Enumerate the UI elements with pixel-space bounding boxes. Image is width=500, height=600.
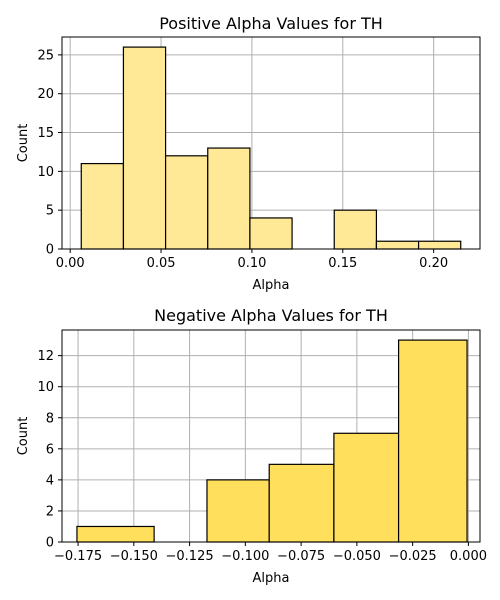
- plot-frame: [61, 329, 481, 543]
- y-tick-label: 8: [46, 411, 54, 426]
- y-tick-label: 20: [37, 87, 54, 102]
- x-tick-label: 0.20: [419, 256, 448, 271]
- y-tick-label: 0: [46, 243, 54, 258]
- histogram-bar: [76, 525, 155, 543]
- chart-title: Negative Alpha Values for TH: [154, 306, 388, 325]
- chart-title: Positive Alpha Values for TH: [159, 14, 383, 33]
- histogram-bar: [268, 463, 335, 543]
- y-tick-label: 4: [46, 473, 54, 488]
- histogram-bar: [397, 339, 468, 543]
- y-tick-label: 2: [46, 504, 54, 519]
- x-tick-label: −0.075: [277, 549, 325, 564]
- x-tick-label: 0.15: [328, 256, 357, 271]
- histogram-bar: [333, 209, 378, 250]
- y-tick-label: 0: [46, 536, 54, 551]
- x-tick-label: −0.175: [54, 549, 102, 564]
- positive-alpha-histogram: Positive Alpha Values for TH 0.00 0.05 0.1…: [16, 14, 481, 293]
- histogram-bar: [164, 155, 209, 250]
- histogram-bar: [80, 162, 125, 250]
- negative-alpha-histogram: Negative Alpha Values for TH −0.175 −0.15…: [16, 306, 487, 586]
- x-tick-label: −0.125: [166, 549, 214, 564]
- x-tick-label: 0.00: [56, 256, 85, 271]
- histogram-bar: [122, 46, 167, 250]
- x-tick-label: −0.100: [221, 549, 269, 564]
- histogram-bar: [206, 479, 270, 543]
- y-tick-label: 15: [37, 126, 54, 141]
- bars: [80, 46, 462, 250]
- plot-frame: [61, 36, 481, 250]
- x-ticks: 0.00 0.05 0.10 0.15 0.20: [56, 249, 448, 271]
- x-tick-label: 0.10: [237, 256, 266, 271]
- x-tick-label: 0.000: [450, 549, 487, 564]
- histogram-bar: [375, 240, 420, 250]
- x-tick-label: −0.025: [389, 549, 437, 564]
- y-axis-label: Count: [16, 417, 31, 456]
- x-ticks: −0.175 −0.150 −0.125 −0.100 −0.075 −0.050 −0.0…: [54, 542, 487, 564]
- x-axis-label: Alpha: [253, 278, 290, 293]
- bars: [76, 339, 468, 543]
- histogram-bar: [417, 240, 462, 250]
- y-tick-label: 12: [37, 349, 54, 364]
- y-tick-label: 10: [37, 165, 54, 180]
- y-tick-label: 6: [46, 442, 54, 457]
- x-tick-label: 0.05: [147, 256, 176, 271]
- y-tick-label: 25: [37, 48, 54, 63]
- x-tick-label: −0.050: [333, 549, 381, 564]
- x-axis-label: Alpha: [253, 571, 290, 586]
- histogram-bar: [249, 217, 293, 250]
- histogram-bar: [333, 432, 400, 543]
- y-tick-label: 5: [46, 204, 54, 219]
- histogram-bar: [207, 147, 251, 250]
- y-ticks: 0 5 10 15 20 25: [37, 48, 62, 258]
- y-ticks: 0 2 4 6 8 10 12: [37, 349, 62, 551]
- y-axis-label: Count: [16, 124, 31, 163]
- x-tick-label: −0.150: [110, 549, 158, 564]
- y-tick-label: 10: [37, 380, 54, 395]
